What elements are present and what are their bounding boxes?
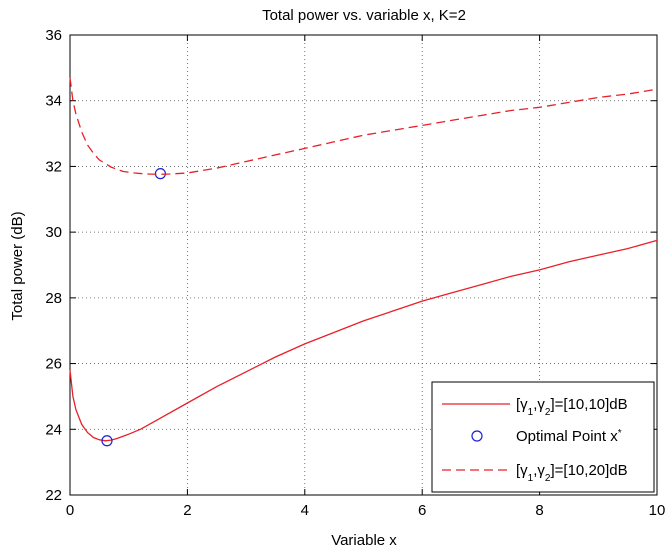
legend-label: Optimal Point x* <box>516 428 622 446</box>
x-tick-label: 4 <box>301 502 309 519</box>
legend-label: [γ1,γ2]=[10,20]dB <box>516 462 628 484</box>
y-tick-label: 36 <box>45 27 62 44</box>
legend-label: [γ1,γ2]=[10,10]dB <box>516 396 628 418</box>
y-tick-label: 30 <box>45 224 62 241</box>
x-tick-label: 10 <box>649 502 666 519</box>
y-tick-label: 24 <box>45 421 62 438</box>
x-tick-label: 2 <box>183 502 191 519</box>
series-layer <box>69 77 658 447</box>
y-tick-label: 22 <box>45 487 62 504</box>
plot-frame <box>69 34 658 496</box>
series-line-0 <box>69 239 658 442</box>
y-tick-label: 28 <box>45 290 62 307</box>
grid <box>70 35 657 495</box>
legend: [γ1,γ2]=[10,10]dB Optimal Point x* [γ1,γ2]… <box>431 381 655 493</box>
x-tick-label: 8 <box>535 502 543 519</box>
y-axis-label: Total power (dB) <box>9 211 26 320</box>
x-axis-label: Variable x <box>331 532 397 549</box>
legend-box <box>431 381 655 493</box>
x-tick-label: 0 <box>66 502 74 519</box>
x-tick-label: 6 <box>418 502 426 519</box>
optimal-point-marker <box>101 435 113 447</box>
series-line-2 <box>69 77 658 175</box>
y-tick-label: 34 <box>45 93 62 110</box>
y-tick-label: 26 <box>45 356 62 373</box>
legend-marker <box>471 430 483 442</box>
y-tick-label: 32 <box>45 158 62 175</box>
chart-title: Total power vs. variable x, K=2 <box>262 7 466 24</box>
